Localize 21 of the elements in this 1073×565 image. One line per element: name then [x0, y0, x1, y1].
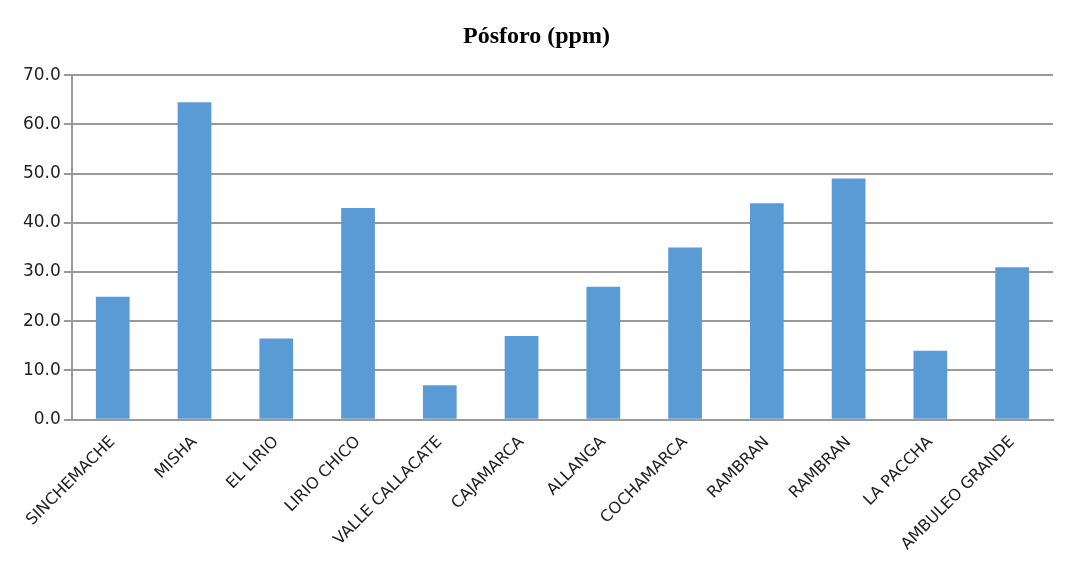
bar	[668, 247, 702, 419]
y-tick-label: 50.0	[22, 162, 61, 183]
chart-title: Pósforo (ppm)	[462, 22, 611, 50]
bar	[177, 102, 212, 419]
bar	[995, 267, 1029, 419]
bar	[749, 203, 784, 419]
y-tick-label: 60.0	[22, 112, 61, 133]
bar	[504, 336, 539, 419]
y-tick-label: 40.0	[22, 211, 61, 232]
bar	[586, 286, 621, 419]
bar	[341, 208, 375, 419]
y-tick-label: 20.0	[22, 309, 61, 330]
y-tick-label: 10.0	[22, 358, 61, 379]
bar	[831, 178, 866, 419]
y-tick-label: 70.0	[22, 63, 61, 84]
y-tick-label: 0.0	[33, 408, 61, 429]
bar	[913, 350, 948, 419]
bar	[95, 296, 130, 419]
bar	[259, 338, 294, 419]
y-tick-label: 30.0	[22, 260, 61, 281]
bar	[422, 385, 457, 419]
